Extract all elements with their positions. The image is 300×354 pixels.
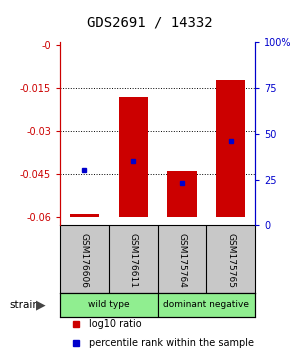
Bar xyxy=(70,214,99,217)
Bar xyxy=(167,171,196,217)
Text: GDS2691 / 14332: GDS2691 / 14332 xyxy=(87,16,213,30)
Bar xyxy=(118,97,148,217)
Text: GSM175765: GSM175765 xyxy=(226,233,235,289)
Text: ▶: ▶ xyxy=(36,298,46,311)
Text: GSM175764: GSM175764 xyxy=(177,233,186,288)
Text: dominant negative: dominant negative xyxy=(163,300,249,309)
Text: percentile rank within the sample: percentile rank within the sample xyxy=(89,338,254,348)
Text: GSM176606: GSM176606 xyxy=(80,233,89,289)
Text: GSM176611: GSM176611 xyxy=(129,233,138,289)
Text: wild type: wild type xyxy=(88,300,130,309)
Bar xyxy=(158,293,255,317)
Bar xyxy=(60,293,158,317)
Text: strain: strain xyxy=(9,300,39,310)
Bar xyxy=(216,80,245,217)
Text: log10 ratio: log10 ratio xyxy=(89,319,142,329)
